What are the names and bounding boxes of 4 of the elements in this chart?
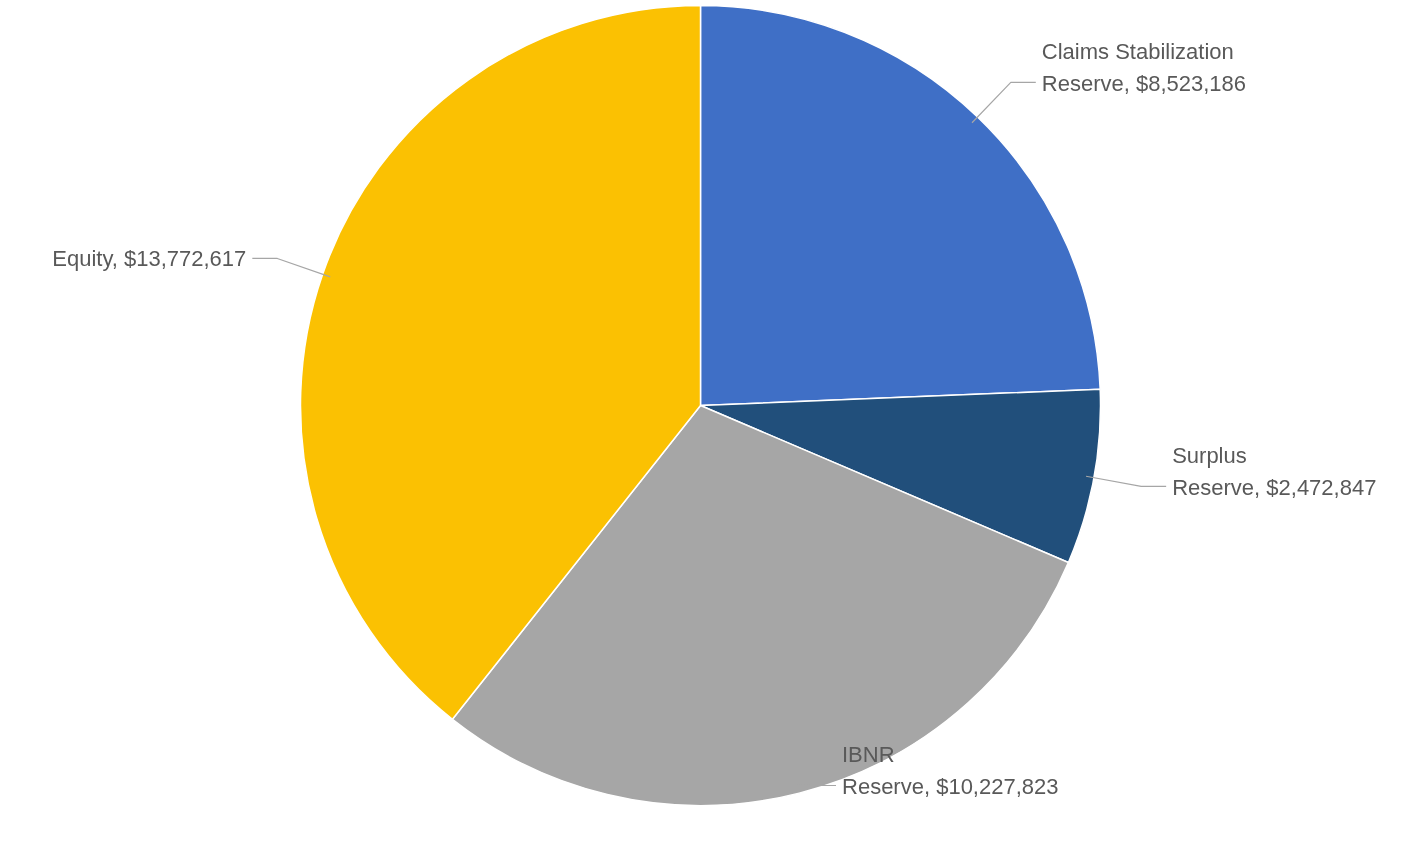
slice-label: Surplus Reserve, $2,472,847	[1172, 442, 1377, 501]
slice-label: Equity, $13,772,617	[52, 245, 247, 271]
slice-label: IBNR Reserve, $10,227,823	[842, 741, 1059, 800]
slice-label: Claims Stabilization Reserve, $8,523,186	[1041, 38, 1247, 97]
